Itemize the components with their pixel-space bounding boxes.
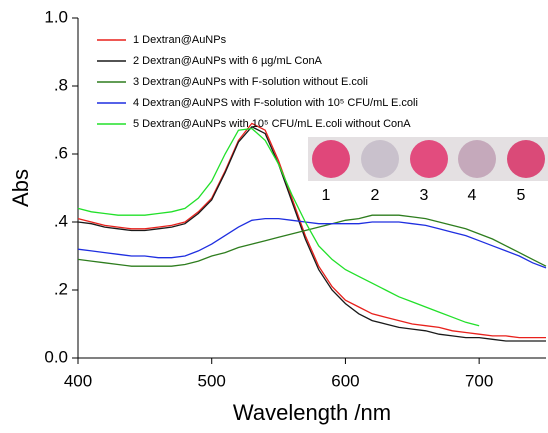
inset-label: 1 (322, 187, 331, 204)
data-line (77, 122, 546, 339)
x-tick-label: 600 (331, 371, 359, 390)
inset-label: 4 (468, 187, 477, 204)
well (312, 140, 350, 178)
x-tick-label: 700 (465, 371, 493, 390)
x-tick-label: 500 (198, 371, 226, 390)
x-tick-label: 400 (64, 371, 92, 390)
legend-label: 4 Dextran@AuNPS with F-solution with 10⁵… (133, 97, 418, 109)
x-axis-label: Wavelength /nm (233, 400, 391, 425)
inset-label: 5 (517, 187, 526, 204)
y-tick-label: .4 (54, 211, 68, 230)
legend-label: 1 Dextran@AuNPs (133, 34, 227, 46)
y-tick-label: .6 (54, 143, 68, 162)
data-line (77, 217, 547, 269)
data-line (77, 127, 480, 327)
legend-label: 5 Dextran@AuNPs with 10⁵ CFU/mL E.coli w… (133, 118, 411, 130)
well (410, 140, 448, 178)
legend-label: 2 Dextran@AuNPs with 6 µg/mL ConA (133, 55, 323, 67)
y-tick-label: 1.0 (44, 7, 68, 26)
inset-photo (308, 137, 548, 181)
data-line (77, 125, 546, 342)
y-tick-label: 0.0 (44, 347, 68, 366)
data-line (77, 214, 547, 267)
well (507, 140, 545, 178)
inset-label: 2 (371, 187, 380, 204)
well (361, 140, 399, 178)
legend-label: 3 Dextran@AuNPs with F-solution without … (133, 76, 368, 88)
y-tick-label: .2 (54, 279, 68, 298)
y-axis-label: Abs (8, 169, 33, 207)
well (458, 140, 496, 178)
inset-label: 3 (420, 187, 429, 204)
y-tick-label: .8 (54, 75, 68, 94)
